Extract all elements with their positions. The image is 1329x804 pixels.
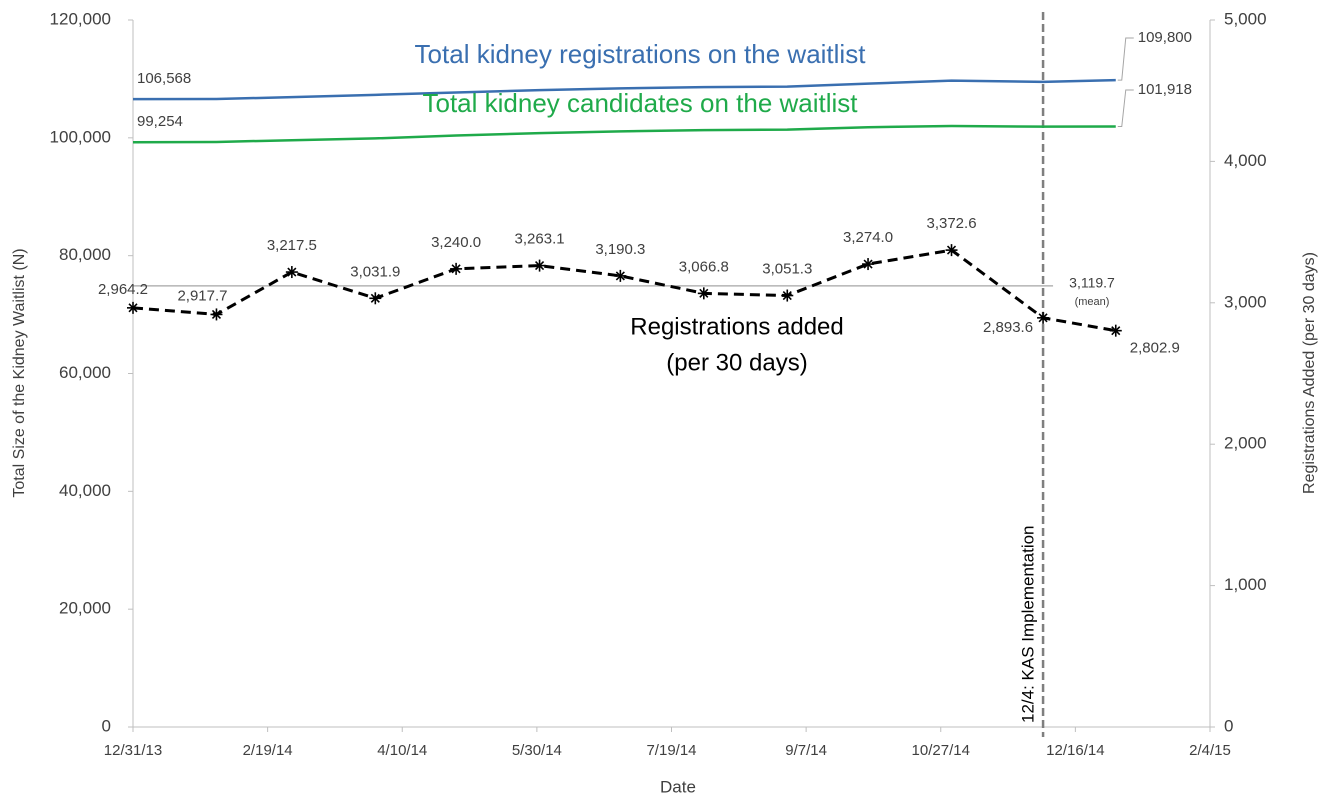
data-label: 2,802.9 xyxy=(1130,340,1180,357)
marker xyxy=(697,287,710,300)
x-tick-label: 12/31/13 xyxy=(104,742,162,759)
data-label: 99,254 xyxy=(137,113,183,130)
marker xyxy=(1037,311,1050,324)
marker xyxy=(285,266,298,279)
x-tick-label: 2/19/14 xyxy=(243,742,293,759)
marker xyxy=(210,308,223,321)
marker xyxy=(127,301,139,314)
marker xyxy=(945,244,958,257)
data-label: 3,066.8 xyxy=(679,258,729,275)
x-tick-label: 7/19/14 xyxy=(646,742,696,759)
marker xyxy=(614,269,627,282)
mean-caption: (mean) xyxy=(1075,296,1110,308)
series-label: Total kidney registrations on the waitli… xyxy=(415,39,867,69)
data-label: 3,240.0 xyxy=(431,234,481,251)
y-tick-label: 100,000 xyxy=(50,127,111,146)
event-label: 12/4: KAS Implementation xyxy=(1019,525,1038,723)
mean-label: 3,119.7 xyxy=(1069,275,1115,291)
marker-stroke xyxy=(615,271,625,281)
data-label: 3,263.1 xyxy=(515,231,565,248)
leader xyxy=(1117,89,1134,128)
marker-stroke xyxy=(211,309,222,320)
leader xyxy=(1117,37,1134,81)
marker xyxy=(450,262,463,275)
x-tick-label: 12/16/14 xyxy=(1046,742,1104,759)
y-tick-label: 40,000 xyxy=(59,481,111,500)
x-tick-label: 9/7/14 xyxy=(785,742,827,759)
y2-tick-label: 3,000 xyxy=(1224,292,1267,311)
y2-tick-label: 0 xyxy=(1224,716,1233,735)
data-label: 3,274.0 xyxy=(843,229,893,246)
x-tick-label: 4/10/14 xyxy=(377,742,427,759)
y2-axis-title: Registrations Added (per 30 days) xyxy=(1301,252,1318,494)
marker xyxy=(781,289,794,302)
series-label: Registrations added xyxy=(630,313,843,340)
data-label: 3,190.3 xyxy=(595,241,645,258)
marker-stroke xyxy=(287,267,297,277)
x-tick-label: 10/27/14 xyxy=(912,742,970,759)
marker-stroke xyxy=(451,264,461,274)
marker-stroke xyxy=(535,261,545,271)
series-line xyxy=(132,124,1116,144)
y2-tick-label: 4,000 xyxy=(1224,151,1267,170)
series-label: Total kidney candidates on the waitlist xyxy=(422,88,858,118)
data-label: 101,918 xyxy=(1138,81,1192,98)
data-label: 2,964.2 xyxy=(98,281,148,298)
marker xyxy=(862,258,875,271)
y-axis-title: Total Size of the Kidney Waitlist (N) xyxy=(11,248,28,497)
y2-tick-label: 2,000 xyxy=(1224,434,1267,453)
y-tick-label: 0 xyxy=(102,716,111,735)
data-label: 2,917.7 xyxy=(177,287,227,304)
data-label: 2,893.6 xyxy=(983,319,1033,336)
series-label: (per 30 days) xyxy=(666,349,807,376)
series-line xyxy=(132,78,1116,101)
marker-stroke xyxy=(782,290,792,301)
x-axis-title: Date xyxy=(660,777,696,796)
y-tick-label: 60,000 xyxy=(59,363,111,382)
y2-tick-label: 1,000 xyxy=(1224,575,1267,594)
marker-stroke xyxy=(863,259,873,269)
data-label: 109,800 xyxy=(1138,29,1192,46)
data-label: 3,051.3 xyxy=(762,261,812,278)
y-tick-label: 20,000 xyxy=(59,599,111,618)
y-tick-label: 120,000 xyxy=(50,9,111,28)
y-tick-label: 80,000 xyxy=(59,245,111,264)
marker-stroke xyxy=(128,303,138,313)
x-tick-label: 5/30/14 xyxy=(512,742,562,759)
marker xyxy=(533,259,546,272)
marker-stroke xyxy=(699,288,709,298)
marker xyxy=(369,292,382,305)
marker-stroke xyxy=(370,293,380,303)
data-label: 3,217.5 xyxy=(267,237,317,254)
data-label: 3,031.9 xyxy=(350,263,400,280)
marker-stroke xyxy=(946,245,957,255)
y2-tick-label: 5,000 xyxy=(1224,9,1267,28)
x-tick-label: 2/4/15 xyxy=(1189,742,1231,759)
series-line xyxy=(132,248,1117,333)
data-label: 3,372.6 xyxy=(926,215,976,232)
marker-stroke xyxy=(1038,313,1048,323)
marker xyxy=(1109,324,1122,337)
marker-stroke xyxy=(1111,326,1121,336)
data-label: 106,568 xyxy=(137,70,191,87)
